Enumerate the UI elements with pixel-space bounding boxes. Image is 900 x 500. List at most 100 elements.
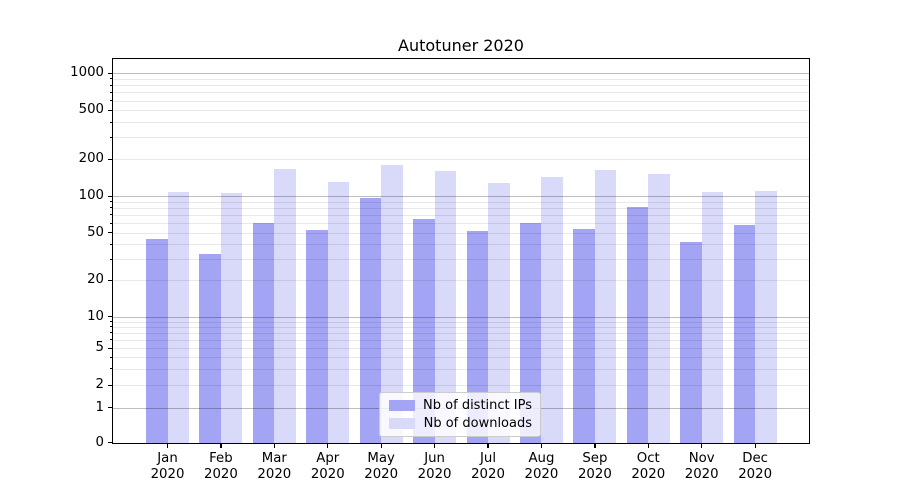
y-tick-label-200: 200 bbox=[78, 151, 104, 166]
bar-downloads-jun bbox=[434, 170, 457, 444]
gridline-500 bbox=[113, 110, 809, 112]
bar-downloads-feb bbox=[220, 192, 243, 444]
y-minortick-90 bbox=[109, 201, 112, 203]
y-axis bbox=[112, 58, 114, 444]
y-tick-500 bbox=[108, 109, 112, 112]
y-tick-label-100: 100 bbox=[78, 188, 104, 203]
bar-distinct-ips-sep bbox=[573, 228, 595, 444]
x-tick-label-mar: Mar 2020 bbox=[246, 451, 302, 483]
gridline-600 bbox=[113, 100, 809, 102]
y-minortick-40 bbox=[109, 243, 112, 245]
chart-title: Autotuner 2020 bbox=[398, 36, 524, 55]
y-minortick-80 bbox=[109, 207, 112, 209]
x-tick-year-jan: 2020 bbox=[150, 467, 185, 482]
gridline-700 bbox=[113, 92, 809, 94]
gridline-30 bbox=[113, 259, 809, 261]
y-minortick-900 bbox=[109, 78, 112, 80]
gridline-70 bbox=[113, 214, 809, 216]
x-tick-month-jan: Jan bbox=[157, 451, 178, 466]
gridline-5 bbox=[113, 348, 809, 350]
bar-distinct-ips-jan bbox=[146, 239, 168, 444]
gridline-4 bbox=[113, 357, 809, 359]
x-tick-feb bbox=[220, 444, 222, 448]
x-tick-label-sep: Sep 2020 bbox=[567, 451, 623, 483]
right-spine bbox=[808, 58, 810, 444]
gridline-300 bbox=[113, 137, 809, 139]
y-minortick-300 bbox=[109, 136, 112, 138]
x-tick-label-aug: Aug 2020 bbox=[513, 451, 569, 483]
gridline-50 bbox=[113, 232, 809, 234]
grid-layer bbox=[112, 58, 810, 444]
y-minortick-800 bbox=[109, 84, 112, 86]
x-tick-label-nov: Nov 2020 bbox=[674, 451, 730, 483]
legend-swatch-downloads-icon bbox=[389, 418, 415, 429]
x-tick-mar bbox=[273, 444, 276, 448]
bar-distinct-ips-aug bbox=[519, 223, 542, 444]
x-tick-month-feb: Feb bbox=[209, 451, 233, 466]
y-tick-50 bbox=[108, 232, 112, 234]
y-tick-1 bbox=[108, 407, 112, 409]
legend-label-distinct-ips: Nb of distinct IPs bbox=[423, 398, 532, 413]
gridline-7 bbox=[113, 332, 809, 334]
gridline-20 bbox=[113, 280, 809, 282]
y-tick-0 bbox=[108, 442, 112, 444]
bar-downloads-may bbox=[381, 164, 403, 444]
legend-item-distinct-ips: Nb of distinct IPs bbox=[389, 398, 532, 413]
x-tick-oct bbox=[647, 444, 649, 448]
bar-downloads-dec bbox=[755, 190, 777, 444]
y-tick-label-1: 1 bbox=[95, 399, 104, 415]
x-tick-apr bbox=[327, 444, 329, 448]
x-tick-label-jul: Jul 2020 bbox=[460, 451, 516, 483]
y-minortick-8 bbox=[109, 326, 112, 328]
x-tick-jan bbox=[166, 444, 169, 448]
bar-distinct-ips-feb bbox=[199, 254, 221, 444]
y-tick-label-0: 0 bbox=[95, 434, 104, 450]
gridline-40 bbox=[113, 244, 809, 246]
bar-distinct-ips-apr bbox=[306, 229, 328, 444]
gridline-90 bbox=[113, 201, 809, 203]
y-tick-label-1000: 1000 bbox=[70, 65, 104, 81]
bar-downloads-jul bbox=[488, 183, 510, 444]
bar-downloads-apr bbox=[327, 182, 350, 444]
x-tick-label-dec: Dec 2020 bbox=[727, 451, 783, 483]
legend-item-downloads: Nb of downloads bbox=[389, 416, 532, 431]
x-tick-month-may: May bbox=[367, 451, 395, 466]
x-tick-sep bbox=[594, 444, 596, 448]
gridline-1000 bbox=[113, 73, 809, 75]
gridline-900 bbox=[113, 78, 809, 80]
y-minortick-6 bbox=[109, 339, 112, 341]
legend-label-downloads: Nb of downloads bbox=[423, 416, 532, 431]
x-tick-year-dec: 2020 bbox=[738, 467, 773, 482]
y-tick-label-20: 20 bbox=[87, 272, 104, 288]
x-tick-month-oct: Oct bbox=[636, 451, 660, 466]
y-minortick-600 bbox=[109, 100, 112, 102]
y-tick-200 bbox=[108, 158, 112, 160]
bar-distinct-ips-nov bbox=[680, 241, 702, 444]
x-tick-may bbox=[380, 444, 382, 448]
gridline-10 bbox=[113, 316, 809, 318]
bar-downloads-nov bbox=[701, 192, 724, 444]
y-tick-5 bbox=[108, 347, 112, 350]
gridline-400 bbox=[113, 122, 809, 124]
x-tick-label-oct: Oct 2020 bbox=[620, 451, 676, 483]
x-tick-year-jul: 2020 bbox=[471, 467, 505, 482]
x-tick-jun bbox=[434, 444, 436, 448]
bar-downloads-sep bbox=[594, 170, 617, 444]
y-minortick-70 bbox=[109, 214, 112, 216]
bar-downloads-aug bbox=[541, 176, 563, 444]
bar-distinct-ips-may bbox=[359, 198, 382, 444]
x-tick-month-jul: Jul bbox=[479, 451, 497, 466]
y-tick-20 bbox=[108, 279, 112, 282]
x-tick-month-sep: Sep bbox=[582, 451, 608, 466]
bar-distinct-ips-jun bbox=[413, 218, 435, 444]
y-tick-label-500: 500 bbox=[78, 102, 104, 118]
y-minortick-30 bbox=[109, 258, 112, 260]
gridline-800 bbox=[113, 85, 809, 87]
bar-distinct-ips-mar bbox=[252, 223, 275, 444]
y-minortick-9 bbox=[109, 321, 112, 322]
x-tick-year-mar: 2020 bbox=[257, 467, 292, 482]
gridline-100 bbox=[113, 196, 809, 197]
legend: Nb of distinct IPs Nb of downloads bbox=[379, 392, 541, 437]
x-tick-year-aug: 2020 bbox=[524, 467, 559, 482]
